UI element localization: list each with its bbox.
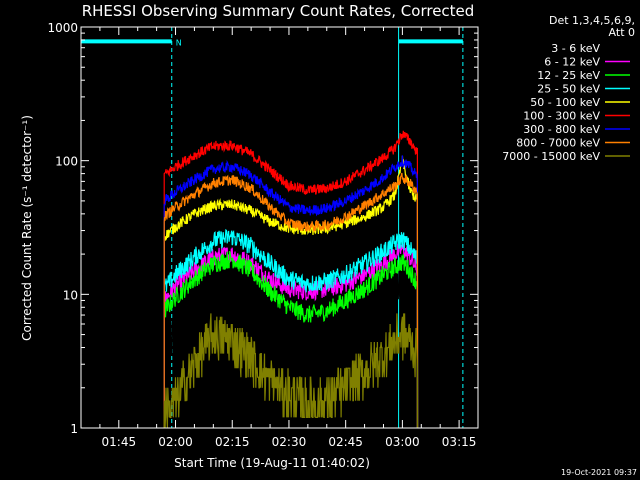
axes-layer: 1 10 100 1000 01:45 02:00 02:15 02:30 02:45 03:00…: [47, 21, 479, 449]
legend-entry: 3 - 6 keV: [551, 42, 600, 55]
legend-entry: 50 - 100 keV: [530, 96, 600, 109]
legend-header: Att 0: [609, 26, 635, 39]
x-axis-label: Start Time (19-Aug-11 01:40:02): [174, 456, 370, 470]
series-line-3: [163, 228, 419, 429]
y-tick-label: 10: [63, 288, 78, 302]
y-axis-label: Corrected Count Rate (s⁻¹ detector⁻¹): [20, 115, 34, 341]
legend-entry: 100 - 300 keV: [523, 110, 600, 123]
series-line-2: [163, 250, 419, 429]
legend-entry: 25 - 50 keV: [537, 83, 600, 96]
legend-entry: 12 - 25 keV: [537, 69, 600, 82]
x-tick-label: 02:45: [328, 435, 363, 449]
generated-timestamp: 19-Oct-2021 09:37: [561, 468, 637, 477]
y-tick-label: 1: [70, 422, 78, 436]
legend-entry: 6 - 12 keV: [544, 56, 600, 69]
series-line-0: [163, 265, 419, 429]
chart-title: RHESSI Observing Summary Count Rates, Co…: [82, 2, 475, 20]
series-line-4: [163, 155, 419, 429]
series-line-7: [163, 172, 419, 429]
series-layer: [163, 130, 419, 429]
x-tick-label: 02:15: [215, 435, 250, 449]
x-tick-label: 02:00: [158, 435, 193, 449]
series-line-8: [163, 313, 419, 429]
legend-entry: 800 - 7000 keV: [516, 137, 600, 150]
y-tick-label: 100: [55, 155, 78, 169]
y-tick-label: 1000: [47, 21, 78, 35]
legend-header: Det 1,3,4,5,6,9,: [549, 14, 635, 27]
legend-entry: 7000 - 15000 keV: [502, 150, 600, 163]
x-tick-label: 03:15: [442, 435, 477, 449]
x-tick-label: 03:00: [385, 435, 420, 449]
plot-frame: [80, 26, 479, 429]
night-bar-label: N: [176, 38, 182, 47]
series-line-6: [163, 155, 419, 429]
series-line-5: [163, 130, 419, 429]
x-tick-label: 02:30: [272, 435, 307, 449]
x-tick-label: 01:45: [102, 435, 137, 449]
legend-entry: 300 - 800 keV: [523, 123, 600, 136]
